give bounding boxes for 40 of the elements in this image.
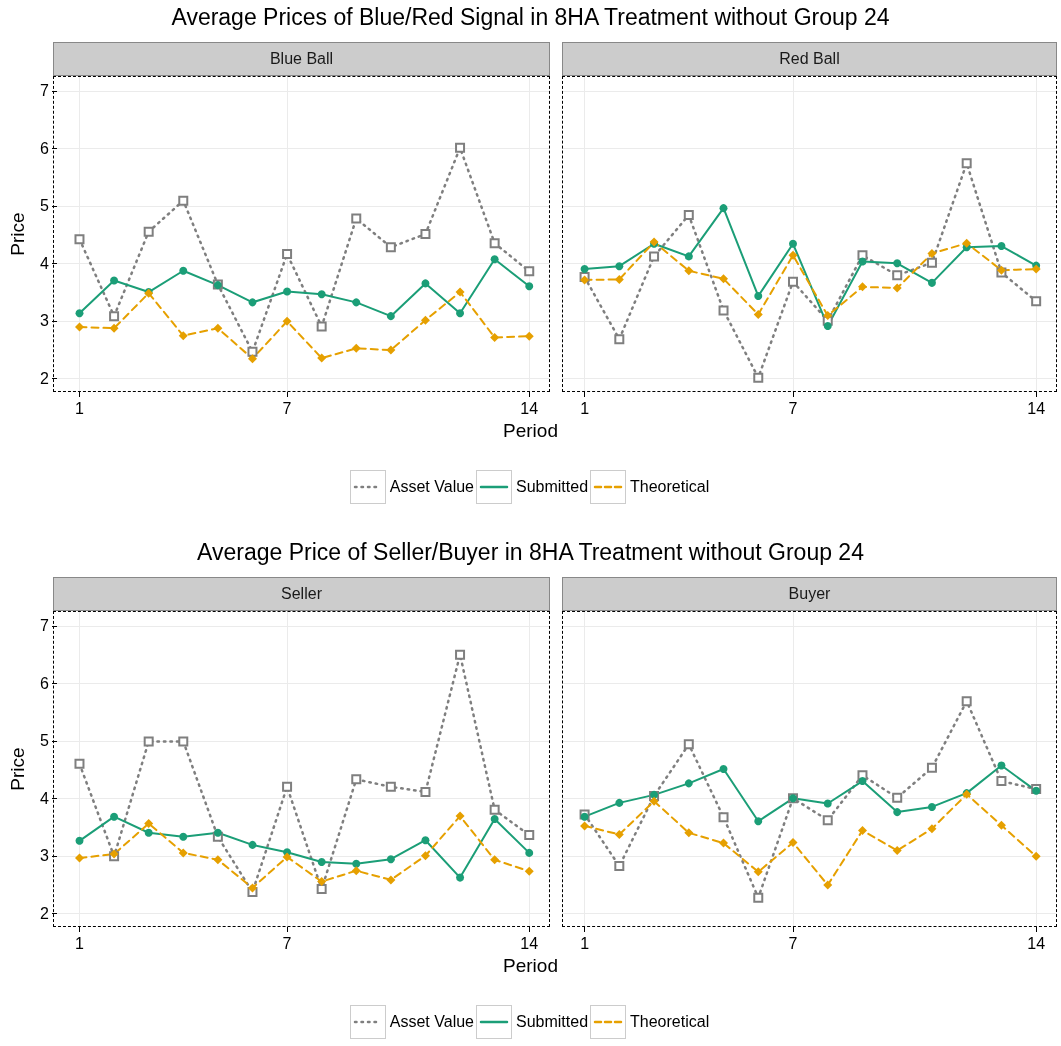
x-tick-label: 7: [282, 399, 292, 417]
y-tick-label: 7: [40, 617, 50, 635]
x-tick-label: 14: [1027, 399, 1046, 417]
x-tick-label: 14: [520, 399, 539, 417]
legend-label: Asset Value: [389, 478, 474, 496]
chart-title: Average Prices of Blue/Red Signal in 8HA Treatment without Group 24: [170, 4, 891, 31]
y-tick-label: 7: [40, 82, 50, 100]
legend-label: Submitted: [516, 1013, 589, 1031]
y-tick-label: 4: [40, 254, 50, 272]
x-axis-title: Period: [502, 955, 559, 977]
y-axis-title: Price: [7, 212, 28, 256]
chart-subtitle: Blue Ball: [53, 42, 550, 76]
y-tick-label: 5: [40, 197, 50, 215]
x-tick-label: 14: [1027, 934, 1046, 952]
x-tick-label: 7: [282, 934, 292, 952]
y-tick-label: 6: [40, 674, 50, 692]
legend-label: Submitted: [516, 478, 589, 496]
y-tick-label: 3: [40, 312, 50, 330]
y-tick-label: 5: [40, 732, 50, 750]
x-tick-label: 1: [580, 934, 590, 952]
x-tick-label: 7: [788, 399, 798, 417]
x-tick-label: 1: [75, 934, 85, 952]
x-tick-label: 14: [520, 934, 539, 952]
y-tick-label: 4: [40, 789, 50, 807]
chart-subtitle: Buyer: [562, 577, 1057, 611]
y-tick-label: 6: [40, 139, 50, 157]
chart-subtitle: Red Ball: [562, 42, 1057, 76]
x-tick-label: 7: [788, 934, 798, 952]
chart-title: Average Price of Seller/Buyer in 8HA Treatment without Group 24: [196, 539, 865, 566]
y-tick-label: 2: [40, 369, 50, 387]
legend-label: Theoretical: [630, 1013, 710, 1031]
y-tick-label: 2: [40, 904, 50, 922]
legend-label: Theoretical: [630, 478, 710, 496]
x-tick-label: 1: [580, 399, 590, 417]
y-tick-label: 3: [40, 847, 50, 865]
legend-label: Asset Value: [389, 1013, 474, 1031]
chart-subtitle: Seller: [53, 577, 550, 611]
y-axis-title: Price: [7, 747, 28, 791]
x-tick-label: 1: [75, 399, 85, 417]
x-axis-title: Period: [502, 420, 559, 442]
